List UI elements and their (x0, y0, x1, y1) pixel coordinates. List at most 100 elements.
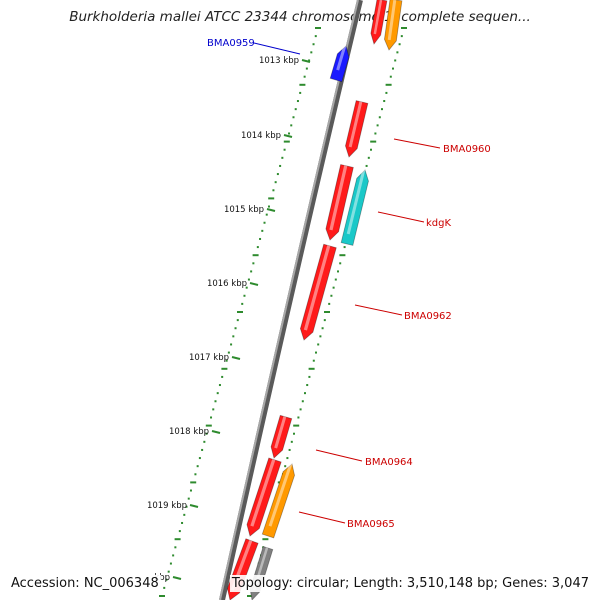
right-scale-minor-tick (293, 432, 295, 435)
right-scale-minor-tick (381, 108, 383, 111)
left-scale-minor-tick (174, 546, 177, 549)
label-leaders (253, 42, 441, 524)
tick-mark (231, 356, 241, 360)
gene-labels: BMA0959 BMA0960 kdgK BMA0962 BMA0964 BMA0965 (207, 38, 491, 530)
right-scale-minor-tick (319, 335, 322, 338)
tick-mark (249, 282, 259, 286)
left-scale-minor-tick (183, 513, 186, 516)
right-scale-minor-tick (323, 319, 326, 322)
leader-line (393, 138, 441, 149)
right-scale-minor-tick (370, 148, 372, 151)
left-scale-minor-tick (245, 286, 248, 289)
tick-mark (266, 208, 276, 212)
left-scale-minor-tick (212, 408, 215, 411)
gene-arrow-bma0960[interactable] (345, 100, 369, 158)
right-scale-major-tick (385, 83, 392, 86)
right-scale-minor-tick (396, 51, 399, 54)
tick-mark (301, 59, 311, 63)
left-scale-minor-tick (214, 400, 217, 403)
left-scale-minor-tick (189, 489, 192, 492)
gene-arrow-bma0965[interactable] (261, 463, 295, 539)
right-scale-minor-tick (383, 100, 386, 103)
right-scale-minor-tick (389, 75, 392, 78)
gene-arrow-top-orange[interactable] (384, 0, 403, 51)
left-scale-minor-tick (261, 229, 264, 232)
gene-label[interactable]: BMA0964 (365, 457, 413, 468)
right-scale-minor-tick (286, 457, 289, 460)
right-scale-minor-tick (332, 286, 335, 289)
left-scale-major-tick (283, 140, 290, 143)
leader-line (315, 449, 363, 462)
left-scale-minor-tick (279, 164, 282, 167)
left-scale-major-tick (205, 424, 212, 427)
gene-arrow-top-red[interactable] (370, 0, 388, 45)
right-scale-minor-tick (301, 400, 304, 403)
left-scale-minor-tick (227, 351, 230, 354)
left-scale-minor-tick (299, 91, 302, 94)
right-scale-minor-tick (400, 35, 403, 38)
gene-arrow-bma0962[interactable] (299, 243, 337, 341)
left-scale-minor-tick (230, 343, 233, 346)
right-scale-major-tick (370, 140, 377, 143)
left-scale-minor-tick (272, 189, 275, 192)
left-scale-minor-tick (305, 67, 308, 70)
left-scale-minor-tick (296, 100, 299, 103)
left-scale-minor-tick (221, 375, 224, 378)
accession-footer: Accession: NC_006348 (9, 575, 161, 592)
right-scale-minor-tick (299, 408, 302, 411)
left-scale-minor-tick (263, 221, 266, 224)
gene-label[interactable]: BMA0962 (404, 311, 452, 322)
left-scale-minor-tick (181, 521, 184, 524)
leader-line (253, 42, 301, 55)
gene-label[interactable]: BMA0960 (443, 144, 491, 155)
tick-labels: 1013 kbp 1014 kbp 1015 kbp 1016 kbp 1017 kbp… (147, 56, 299, 583)
tick-label: 1018 kbp (169, 427, 209, 437)
left-scale-major-tick (252, 254, 259, 257)
right-scale-minor-tick (328, 302, 331, 305)
gene-arrow-bma0959[interactable] (329, 45, 350, 83)
left-scale-major-tick (190, 481, 197, 484)
tick-mark (189, 504, 199, 508)
left-scale-minor-tick (178, 530, 181, 533)
right-scale-major-tick (339, 254, 346, 257)
right-scale-minor-tick (317, 343, 320, 346)
right-scale-minor-tick (334, 278, 337, 281)
left-scale-minor-tick (250, 270, 253, 273)
left-scale-minor-tick (247, 278, 250, 281)
right-scale-minor-tick (337, 270, 339, 273)
right-scale-major-tick (308, 367, 315, 370)
gene-arrow-kdgk[interactable] (340, 169, 369, 246)
left-scale-minor-tick (236, 319, 239, 322)
gene-label[interactable]: BMA0959 (207, 38, 255, 49)
right-scale-major-tick (324, 311, 330, 313)
left-scale-minor-tick (232, 335, 235, 338)
stats-footer: Topology: circular; Length: 3,510,148 bp… (229, 575, 591, 592)
left-scale-minor-tick (288, 132, 291, 135)
gene-arrow-red-1018[interactable] (270, 414, 293, 459)
right-scale-minor-tick (297, 416, 300, 419)
gene-label[interactable]: kdgK (426, 218, 451, 229)
left-scale-major-tick (315, 27, 321, 29)
left-scale-minor-tick (290, 124, 293, 127)
backbone-line (219, 0, 363, 600)
gene-label[interactable]: BMA0965 (347, 519, 395, 530)
left-scale-minor-tick (218, 384, 221, 387)
left-scale-minor-tick (259, 237, 262, 240)
left-scale-minor-tick (252, 262, 255, 265)
left-scale-minor-tick (234, 327, 237, 330)
tick-mark (211, 430, 221, 434)
right-scale-minor-tick (306, 384, 309, 387)
left-scale-minor-tick (194, 473, 197, 476)
chromosome-backbone (219, 0, 363, 600)
tick-label: kbp (154, 573, 170, 583)
right-scale-minor-tick (365, 164, 368, 167)
left-scale-minor-tick (216, 392, 219, 395)
left-scale-minor-tick (203, 440, 206, 443)
gene-arrow-red-1015[interactable] (325, 164, 354, 241)
gene-arrow-bma0964[interactable] (246, 457, 282, 537)
leader-line (354, 304, 403, 316)
tick-label: 1015 kbp (224, 205, 264, 215)
left-scale-minor-tick (312, 43, 315, 46)
left-scale-minor-tick (265, 213, 268, 216)
